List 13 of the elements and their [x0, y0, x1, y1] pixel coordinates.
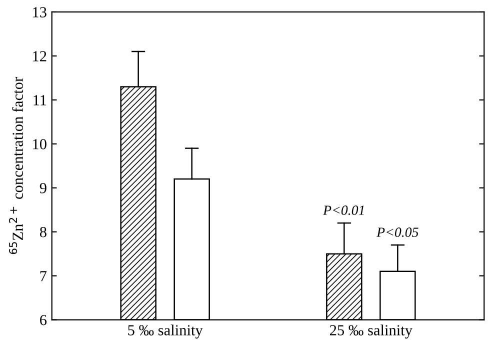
x-tick-label: 5 ‰ salinity: [128, 324, 203, 339]
annotation: P<0.01: [323, 206, 364, 215]
y-tick-label: 8: [40, 226, 46, 238]
y-tick-label: 6: [40, 314, 47, 326]
y-tick-label: 11: [34, 95, 46, 106]
y-tick-label: 12: [33, 51, 46, 62]
annotation: P<0.05: [376, 228, 418, 237]
y-tick-label: 10: [33, 139, 46, 150]
y-axis-title: $^{65}$Zn$^{2+}$ concentration factor: [9, 77, 23, 254]
y-tick-label: 7: [40, 271, 47, 282]
y-tick-label: 13: [33, 7, 46, 18]
x-tick-label: 25 ‰ salinity: [330, 324, 412, 339]
y-tick-label: 9: [40, 183, 46, 194]
